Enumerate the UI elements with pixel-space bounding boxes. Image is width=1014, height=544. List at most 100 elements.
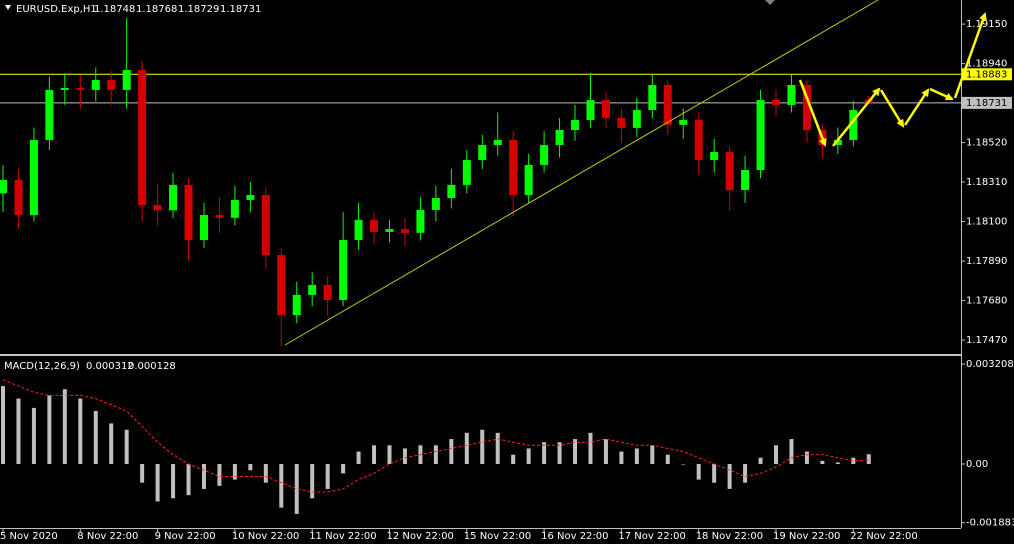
- trend-line[interactable]: [284, 0, 879, 346]
- menu-icon[interactable]: [5, 5, 11, 10]
- macd-bar: [248, 464, 253, 471]
- candle-body: [632, 110, 641, 128]
- x-tick-label: 17 Nov 22:00: [618, 531, 685, 542]
- macd-value: 0.000312: [86, 361, 134, 372]
- arrow[interactable]: [879, 89, 905, 128]
- macd-bar: [557, 442, 562, 465]
- candle-body: [710, 151, 719, 161]
- macd-bar: [387, 445, 392, 465]
- candle-body: [849, 110, 858, 140]
- candle-body: [833, 139, 842, 146]
- macd-bar: [201, 464, 206, 489]
- macd-bar: [16, 398, 21, 465]
- candle-body: [385, 229, 394, 232]
- candle-body: [277, 255, 286, 316]
- candle-body: [246, 195, 255, 200]
- macd-bar: [232, 464, 237, 480]
- candle-body: [107, 79, 116, 90]
- candle-body: [772, 100, 780, 105]
- signal-line: [2, 379, 869, 493]
- macd-bar: [93, 411, 98, 465]
- macd-bar: [341, 464, 346, 474]
- candle-body: [540, 145, 549, 165]
- candle-body: [308, 284, 317, 295]
- macd-bar: [681, 464, 686, 465]
- macd-bar: [727, 464, 732, 489]
- candle-body: [354, 219, 363, 241]
- macd-bar: [835, 462, 840, 465]
- x-tick-label: 10 Nov 22:00: [232, 531, 299, 542]
- y-tick-label: 1.17680: [966, 296, 1007, 307]
- x-tick-label: 12 Nov 22:00: [387, 531, 454, 542]
- price-label-box: [962, 68, 1012, 81]
- y-tick-label: 1.17470: [966, 335, 1007, 346]
- candle-body: [509, 139, 518, 196]
- macd-bar: [774, 445, 778, 465]
- candle-body: [431, 198, 440, 210]
- y-tick-label: 1.18520: [966, 138, 1007, 149]
- macd-bar: [433, 445, 438, 465]
- macd-bar: [789, 439, 794, 465]
- candle-body: [756, 100, 765, 171]
- candle-body: [339, 240, 348, 301]
- macd-bar: [47, 395, 52, 465]
- candle-body: [617, 117, 626, 128]
- y-tick-label: 1.17890: [966, 256, 1007, 267]
- candle-body: [14, 180, 23, 215]
- x-tick-label: 15 Nov 22:00: [464, 531, 531, 542]
- candle-body: [555, 129, 564, 146]
- price-label: 1.18731: [966, 98, 1007, 109]
- macd-bar: [1, 386, 5, 465]
- macd-bar: [573, 439, 578, 465]
- macd-bar: [526, 448, 531, 465]
- arrow[interactable]: [929, 87, 954, 101]
- high: 1.18768: [136, 4, 177, 15]
- macd-bar: [804, 451, 809, 465]
- candle-body: [230, 199, 239, 218]
- macd-bar: [310, 464, 315, 499]
- candle-body: [679, 120, 688, 125]
- candle-body: [571, 120, 580, 130]
- macd-bar: [650, 445, 655, 465]
- candle-body: [741, 170, 750, 190]
- macd-bar: [325, 464, 330, 489]
- macd-bar: [851, 457, 856, 465]
- macd-bar: [820, 460, 825, 465]
- candle-body: [261, 195, 270, 256]
- candle-body: [462, 160, 471, 185]
- macd-bar: [372, 445, 377, 465]
- macd-bar: [712, 464, 717, 483]
- shift-marker[interactable]: [765, 0, 775, 5]
- x-tick-label: 16 Nov 22:00: [541, 531, 608, 542]
- macd-bar: [140, 464, 145, 483]
- x-tick-label: 11 Nov 22:00: [309, 531, 376, 542]
- y-tick-label: 0.003208: [966, 359, 1014, 370]
- macd-bar: [449, 439, 454, 465]
- arrow[interactable]: [832, 87, 881, 147]
- arrow[interactable]: [798, 79, 827, 147]
- candle-body: [60, 88, 69, 90]
- candle-body: [400, 229, 409, 233]
- candle-body: [323, 284, 332, 301]
- arrow[interactable]: [903, 88, 930, 126]
- y-tick-label: 1.18100: [966, 217, 1007, 228]
- candle-body: [694, 120, 703, 161]
- drawings[interactable]: [284, 0, 987, 346]
- macd-bar: [109, 423, 114, 465]
- candle-body: [648, 85, 657, 111]
- x-tick-label: 18 Nov 22:00: [696, 531, 763, 542]
- macd-bar: [542, 442, 547, 465]
- arrow[interactable]: [953, 12, 987, 99]
- candle-body: [478, 145, 487, 161]
- macd-bar: [155, 464, 160, 502]
- macd-bar: [356, 451, 361, 465]
- macd-bar: [402, 448, 407, 465]
- y-tick-label: 1.18940: [966, 59, 1007, 70]
- macd-bar: [511, 454, 516, 465]
- y-tick-label: -0.001883: [966, 518, 1014, 529]
- candle-body: [370, 219, 379, 232]
- macd-bar: [279, 464, 284, 508]
- candle-body: [91, 79, 100, 90]
